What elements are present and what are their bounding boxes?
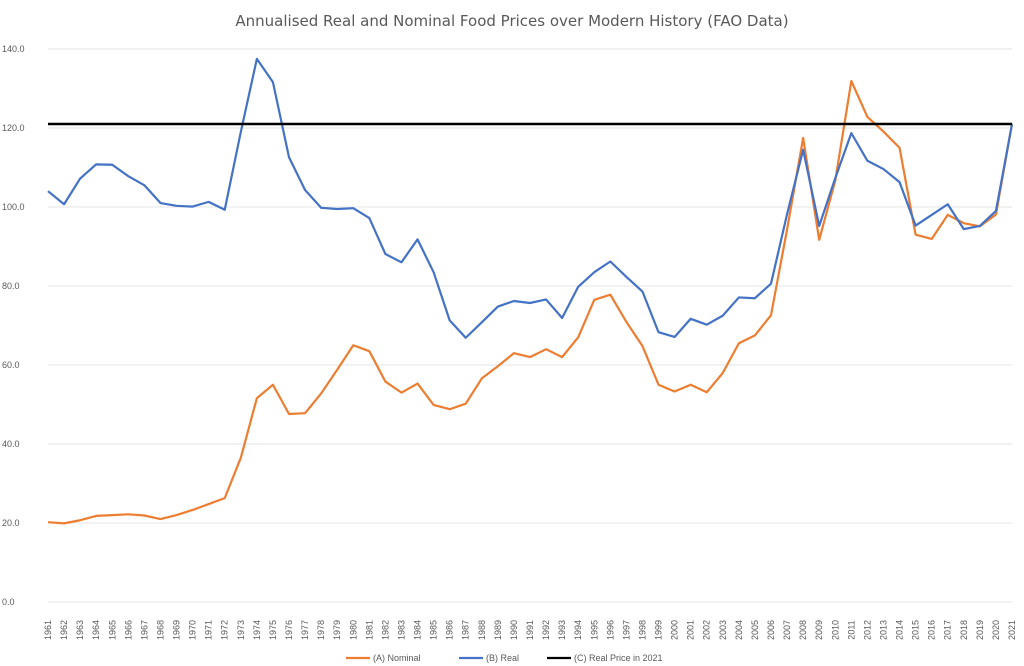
y-tick-label: 120.0 xyxy=(2,123,25,133)
x-tick-label: 1989 xyxy=(493,620,503,640)
legend-label: (A) Nominal xyxy=(373,653,421,663)
x-tick-label: 2012 xyxy=(862,620,872,640)
y-tick-label: 0.0 xyxy=(2,597,15,607)
x-tick-label: 1985 xyxy=(429,620,439,640)
series-line-1 xyxy=(47,79,1014,525)
x-tick-label: 2014 xyxy=(895,620,905,640)
x-tick-label: 1996 xyxy=(605,620,615,640)
y-tick-label: 80.0 xyxy=(2,281,20,291)
x-tick-label: 2003 xyxy=(718,620,728,640)
x-tick-label: 1984 xyxy=(413,620,423,640)
x-tick-label: 1999 xyxy=(654,620,664,640)
x-tick-label: 1964 xyxy=(91,620,101,640)
x-tick-label: 2005 xyxy=(750,620,760,640)
x-tick-label: 1995 xyxy=(589,620,599,640)
x-tick-label: 2002 xyxy=(702,620,712,640)
x-tick-label: 1983 xyxy=(396,620,406,640)
x-tick-label: 1966 xyxy=(123,620,133,640)
x-tick-label: 1992 xyxy=(541,620,551,640)
x-tick-label: 1970 xyxy=(188,620,198,640)
x-tick-label: 1969 xyxy=(172,620,182,640)
x-tick-label: 1974 xyxy=(252,620,262,640)
x-tick-label: 1972 xyxy=(220,620,230,640)
x-tick-label: 1998 xyxy=(637,620,647,640)
x-tick-label: 1993 xyxy=(557,620,567,640)
x-tick-label: 1975 xyxy=(268,620,278,640)
x-tick-label: 1968 xyxy=(155,620,165,640)
x-tick-label: 2009 xyxy=(814,620,824,640)
chart-title: Annualised Real and Nominal Food Prices … xyxy=(235,12,789,30)
x-tick-label: 2017 xyxy=(943,620,953,640)
x-tick-label: 1981 xyxy=(364,620,374,640)
x-tick-label: 2020 xyxy=(991,620,1001,640)
x-tick-label: 2006 xyxy=(766,620,776,640)
x-tick-label: 1967 xyxy=(139,620,149,640)
x-tick-label: 1965 xyxy=(107,620,117,640)
x-tick-label: 2018 xyxy=(959,620,969,640)
x-tick-label: 2011 xyxy=(846,620,856,639)
x-tick-label: 1997 xyxy=(621,620,631,640)
x-tick-label: 1961 xyxy=(43,620,53,640)
x-tick-label: 1980 xyxy=(348,620,358,640)
x-tick-label: 1979 xyxy=(332,620,342,640)
x-tick-label: 1971 xyxy=(204,620,214,640)
y-tick-label: 100.0 xyxy=(2,202,25,212)
x-tick-label: 2008 xyxy=(798,620,808,640)
legend-label: (C) Real Price in 2021 xyxy=(574,653,663,663)
x-tick-label: 1962 xyxy=(59,620,69,640)
y-tick-label: 20.0 xyxy=(2,518,20,528)
x-tick-label: 2007 xyxy=(782,620,792,640)
x-tick-label: 2004 xyxy=(734,620,744,640)
x-tick-label: 1991 xyxy=(525,620,535,640)
x-tick-label: 2015 xyxy=(911,620,921,640)
x-tick-label: 1982 xyxy=(380,620,390,640)
x-tick-label: 1978 xyxy=(316,620,326,640)
x-tick-label: 2010 xyxy=(830,620,840,640)
x-tick-label: 2001 xyxy=(686,620,696,640)
x-tick-label: 1977 xyxy=(300,620,310,640)
x-tick-label: 1986 xyxy=(445,620,455,640)
x-tick-label: 1990 xyxy=(509,620,519,640)
x-tick-label: 2013 xyxy=(878,620,888,640)
x-tick-label: 2000 xyxy=(670,620,680,640)
x-tick-label: 1963 xyxy=(75,620,85,640)
series-line-2 xyxy=(47,57,1014,339)
x-tick-label: 1973 xyxy=(236,620,246,640)
y-tick-label: 40.0 xyxy=(2,439,20,449)
x-tick-label: 2016 xyxy=(927,620,937,640)
x-tick-label: 2019 xyxy=(975,620,985,640)
x-tick-label: 2021 xyxy=(1007,620,1017,640)
x-tick-label: 1976 xyxy=(284,620,294,640)
x-tick-label: 1988 xyxy=(477,620,487,640)
x-tick-label: 1987 xyxy=(461,620,471,640)
legend-label: (B) Real xyxy=(486,653,519,663)
y-tick-label: 60.0 xyxy=(2,360,20,370)
y-tick-label: 140.0 xyxy=(2,44,25,54)
x-tick-label: 1994 xyxy=(573,620,583,640)
